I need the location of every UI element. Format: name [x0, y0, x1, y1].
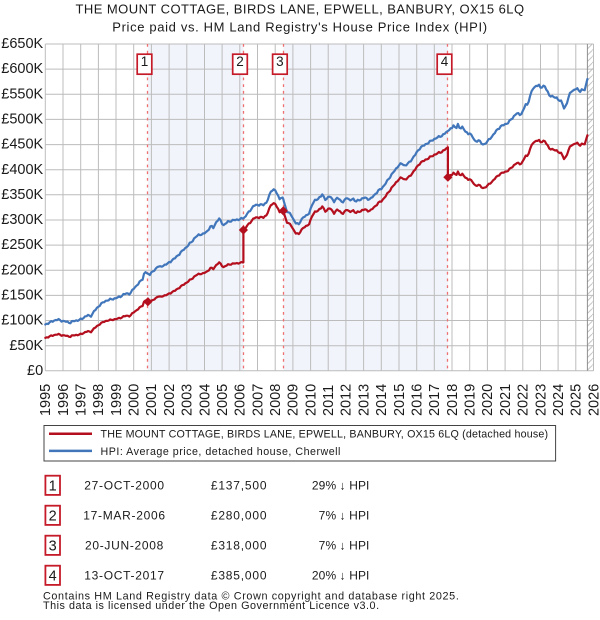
svg-text:2011: 2011 [321, 385, 337, 416]
svg-text:£350K: £350K [1, 187, 43, 203]
svg-text:2013: 2013 [356, 384, 372, 416]
svg-text:1998: 1998 [91, 384, 107, 416]
svg-text:2015: 2015 [392, 384, 408, 416]
svg-text:20% ↓ HPI: 20% ↓ HPI [312, 569, 370, 583]
svg-text:1996: 1996 [56, 384, 72, 416]
svg-text:£550K: £550K [1, 86, 43, 102]
svg-text:13-OCT-2017: 13-OCT-2017 [84, 569, 164, 583]
svg-text:4: 4 [49, 568, 57, 584]
svg-text:3: 3 [276, 54, 284, 69]
svg-text:2021: 2021 [498, 384, 514, 416]
svg-text:20-JUN-2008: 20-JUN-2008 [85, 539, 164, 553]
svg-text:£300K: £300K [1, 212, 43, 228]
svg-text:7% ↓ HPI: 7% ↓ HPI [319, 539, 370, 553]
svg-text:£280,000: £280,000 [211, 509, 267, 523]
svg-text:£500K: £500K [1, 112, 43, 128]
svg-text:2016: 2016 [410, 384, 426, 416]
svg-text:4: 4 [441, 54, 449, 69]
svg-text:This data is licensed under th: This data is licensed under the Open Gov… [43, 600, 380, 612]
svg-text:2014: 2014 [374, 384, 390, 416]
svg-text:£100K: £100K [1, 313, 43, 329]
svg-text:2009: 2009 [286, 384, 302, 416]
svg-text:2024: 2024 [551, 384, 567, 416]
svg-text:2006: 2006 [233, 384, 249, 416]
svg-text:2025: 2025 [569, 384, 585, 416]
svg-text:1997: 1997 [74, 384, 90, 416]
svg-text:£150K: £150K [1, 288, 43, 304]
svg-text:17-MAR-2006: 17-MAR-2006 [83, 509, 165, 523]
svg-text:2012: 2012 [339, 384, 355, 416]
svg-text:2: 2 [49, 508, 57, 524]
svg-text:THE MOUNT COTTAGE, BIRDS LANE,: THE MOUNT COTTAGE, BIRDS LANE, EPWELL, B… [101, 429, 549, 441]
svg-text:£600K: £600K [1, 61, 43, 77]
svg-text:2007: 2007 [250, 384, 266, 416]
svg-text:2004: 2004 [197, 384, 213, 416]
svg-text:27-OCT-2000: 27-OCT-2000 [84, 479, 164, 493]
svg-text:£450K: £450K [1, 137, 43, 153]
svg-text:£400K: £400K [1, 162, 43, 178]
svg-text:2010: 2010 [303, 384, 319, 416]
svg-text:2008: 2008 [268, 384, 284, 416]
svg-text:£137,500: £137,500 [211, 479, 267, 493]
svg-text:7% ↓ HPI: 7% ↓ HPI [319, 509, 370, 523]
svg-text:1995: 1995 [38, 384, 54, 416]
svg-text:2017: 2017 [427, 384, 443, 416]
svg-text:3: 3 [49, 538, 57, 554]
svg-text:2: 2 [236, 54, 244, 69]
svg-text:£0: £0 [27, 363, 43, 379]
svg-text:THE MOUNT COTTAGE, BIRDS LANE,: THE MOUNT COTTAGE, BIRDS LANE, EPWELL, B… [75, 2, 524, 17]
svg-text:£650K: £650K [1, 36, 43, 52]
svg-text:1: 1 [141, 54, 149, 69]
svg-text:2003: 2003 [180, 384, 196, 416]
svg-text:Contains HM Land Registry data: Contains HM Land Registry data © Crown c… [43, 590, 459, 602]
svg-text:2023: 2023 [533, 384, 549, 416]
svg-text:2000: 2000 [127, 384, 143, 416]
svg-text:2001: 2001 [144, 384, 160, 416]
svg-text:2002: 2002 [162, 384, 178, 416]
svg-text:2019: 2019 [463, 384, 479, 416]
svg-text:29% ↓ HPI: 29% ↓ HPI [312, 479, 370, 493]
svg-text:1: 1 [49, 478, 57, 494]
svg-text:Price paid vs. HM Land Registr: Price paid vs. HM Land Registry's House … [112, 20, 488, 35]
svg-text:2020: 2020 [480, 384, 496, 416]
svg-text:HPI: Average price, detached h: HPI: Average price, detached house, Cher… [101, 446, 341, 458]
svg-text:1999: 1999 [109, 384, 125, 416]
svg-text:2026: 2026 [586, 384, 600, 416]
svg-text:£318,000: £318,000 [211, 539, 267, 553]
svg-text:2018: 2018 [445, 384, 461, 416]
svg-text:£50K: £50K [9, 338, 43, 354]
svg-text:£200K: £200K [1, 262, 43, 278]
svg-text:£250K: £250K [1, 237, 43, 253]
svg-text:£385,000: £385,000 [211, 569, 267, 583]
svg-text:2022: 2022 [516, 384, 532, 416]
svg-text:2005: 2005 [215, 384, 231, 416]
